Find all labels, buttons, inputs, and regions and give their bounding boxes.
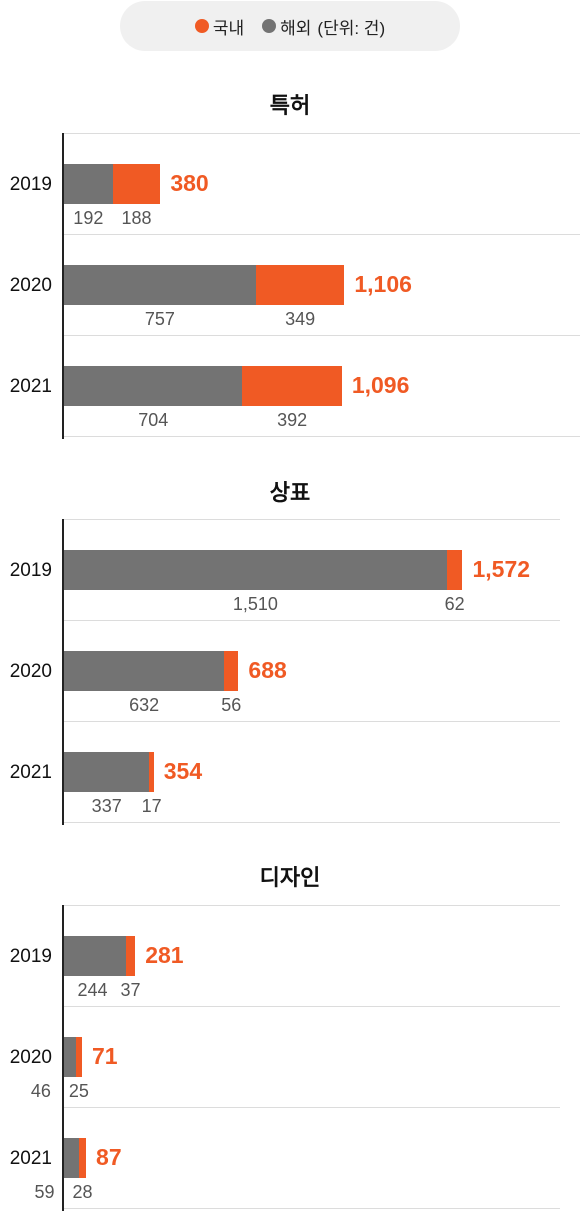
patent-gridline (64, 234, 580, 235)
design-bar-domestic (75, 1037, 82, 1077)
legend-overseas-label: 해외 (280, 18, 312, 38)
patent-overseas-value: 192 (73, 208, 104, 228)
trademark-bar-overseas (64, 752, 150, 792)
trademark-overseas-value: 632 (129, 695, 160, 715)
patent-axis-line (62, 133, 64, 439)
design-year-label: 2021 (9, 1148, 52, 1169)
patent-chart-title: 특허 (269, 93, 311, 118)
trademark-total-label: 1,572 (472, 556, 531, 582)
design-overseas-value: 244 (77, 980, 108, 1000)
overseas-dot-icon (262, 19, 277, 33)
patent-domestic-value: 392 (277, 410, 308, 430)
design-domestic-value: 25 (68, 1081, 89, 1101)
trademark-overseas-value: 337 (91, 796, 122, 816)
trademark-bar-overseas (64, 651, 225, 691)
patent-domestic-value: 349 (285, 309, 316, 329)
trademark-domestic-value: 56 (221, 695, 242, 715)
design-domestic-value: 37 (120, 980, 141, 1000)
design-bar-domestic (78, 1138, 87, 1178)
design-bar-domestic (125, 936, 136, 976)
design-gridline (64, 1006, 560, 1007)
patent-total-label: 380 (170, 170, 209, 196)
design-bar-overseas (64, 936, 126, 976)
legend: 국내 해외 (단위: 건) (120, 1, 460, 51)
design-overseas-value: 59 (34, 1182, 55, 1202)
patent-gridline (64, 133, 580, 134)
trademark-domestic-value: 62 (444, 594, 465, 614)
patent-overseas-value: 757 (144, 309, 175, 329)
design-gridline (64, 1208, 560, 1209)
trademark-gridline (64, 519, 560, 520)
design-total-label: 281 (145, 942, 184, 968)
patent-year-label: 2021 (9, 376, 52, 397)
legend-unit-label: (단위: 건) (317, 18, 386, 38)
design-domestic-value: 28 (72, 1182, 93, 1202)
patent-bar-domestic (255, 265, 345, 305)
design-year-label: 2020 (9, 1047, 52, 1068)
patent-domestic-value: 188 (121, 208, 152, 228)
trademark-gridline (64, 620, 560, 621)
trademark-total-label: 354 (163, 758, 203, 784)
trademark-domestic-value: 17 (141, 796, 162, 816)
domestic-dot-icon (194, 19, 209, 33)
design-bar-overseas (64, 1138, 79, 1178)
patent-bar-domestic (112, 164, 161, 204)
design-overseas-value: 46 (30, 1081, 51, 1101)
legend-item-domestic: 국내 (194, 14, 245, 39)
trademark-axis-line (62, 519, 64, 825)
trademark-bar-domestic (149, 752, 154, 792)
legend-item-overseas: 해외 (262, 14, 311, 39)
patent-year-label: 2020 (9, 275, 52, 296)
trademark-total-label: 688 (248, 657, 287, 683)
design-gridline (64, 1107, 560, 1108)
patent-year-label: 2019 (9, 174, 52, 195)
patent-total-label: 1,106 (354, 271, 412, 297)
trademark-chart-title: 상표 (269, 480, 311, 505)
trademark-bar-domestic (224, 651, 239, 691)
trademark-year-label: 2020 (9, 661, 52, 682)
trademark-bar-domestic (446, 550, 463, 590)
design-total-label: 71 (91, 1043, 118, 1069)
trademark-gridline (64, 721, 560, 722)
design-chart-title: 디자인 (259, 865, 321, 890)
patent-gridline (64, 335, 580, 336)
patent-total-label: 1,096 (351, 372, 410, 398)
patent-bar-overseas (64, 265, 256, 305)
patent-bar-overseas (64, 164, 113, 204)
design-axis-line (62, 905, 64, 1211)
trademark-bar-overseas (64, 550, 447, 590)
design-year-label: 2019 (9, 946, 52, 967)
patent-bar-overseas (64, 366, 243, 406)
trademark-gridline (64, 822, 560, 823)
trademark-year-label: 2021 (9, 762, 52, 783)
patent-gridline (64, 436, 580, 437)
patent-bar-domestic (242, 366, 342, 406)
design-total-label: 87 (96, 1144, 122, 1170)
patent-overseas-value: 704 (138, 410, 169, 430)
trademark-overseas-value: 1,510 (232, 594, 278, 614)
legend-domestic-label: 국내 (212, 18, 245, 38)
design-gridline (64, 905, 560, 906)
design-bar-overseas (64, 1037, 76, 1077)
trademark-year-label: 2019 (9, 560, 52, 581)
